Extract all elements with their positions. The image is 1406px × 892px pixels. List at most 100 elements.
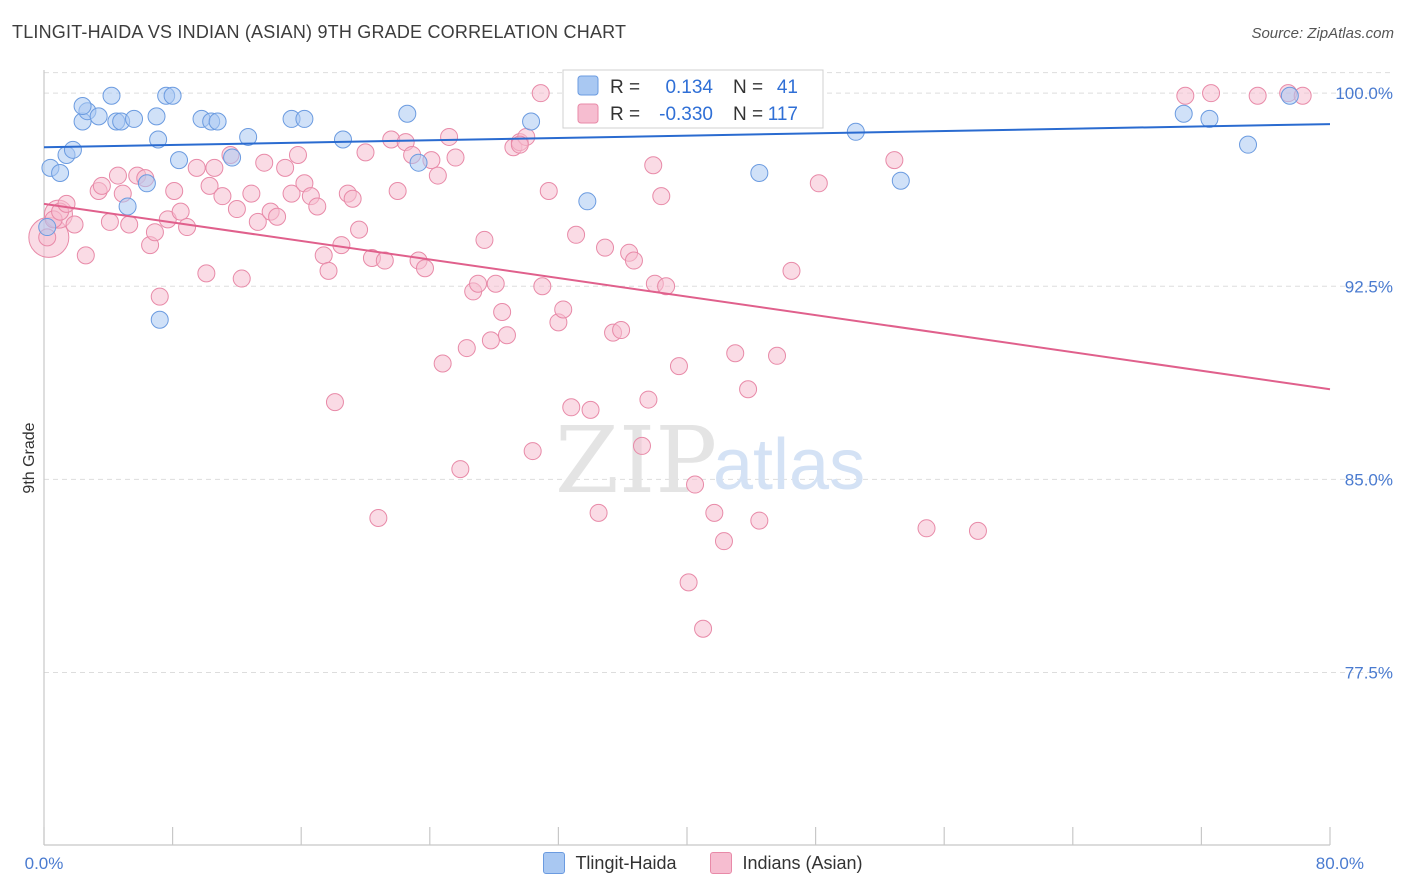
indians-asian-point-79 <box>562 398 581 417</box>
legend-n-value-2: 117 <box>768 104 798 125</box>
indians-asian-point-97 <box>705 503 724 522</box>
y-tick-label-2: 92.5% <box>1345 277 1393 296</box>
legend-box: R = 0.134 N = 41 R = -0.330 N = 117 <box>562 69 824 129</box>
indians-asian-point-40 <box>314 246 333 265</box>
indians-asian-point-52 <box>388 182 407 201</box>
tlingit-haida-point-12 <box>137 174 156 193</box>
trend-line-indians-asian <box>43 202 1331 391</box>
tlingit-haida-point-16 <box>163 86 182 105</box>
series-indians-asian-points <box>28 84 1312 638</box>
tlingit-haida-point-36 <box>1239 135 1258 154</box>
indians-asian-point-18 <box>165 182 184 201</box>
bottom-legend-item-tlingit-haida: Tlingit-Haida <box>543 852 676 874</box>
indians-asian-point-66 <box>475 230 494 249</box>
tlingit-haida-point-35 <box>1200 109 1219 128</box>
x-tick-label-max: 80.0% <box>1316 854 1364 873</box>
watermark-atlas: atlas <box>713 425 865 505</box>
indians-asian-point-36 <box>288 145 307 164</box>
legend-r-label-1: R = <box>610 77 640 98</box>
tlingit-haida-point-13 <box>147 107 166 126</box>
indians-asian-point-96 <box>694 619 713 638</box>
indians-asian-point-111 <box>1248 86 1267 105</box>
chart-source: Source: ZipAtlas.com <box>1251 25 1394 42</box>
indians-asian-point-78 <box>554 300 573 319</box>
x-ticks <box>43 827 1331 845</box>
indians-asian-point-103 <box>885 151 904 170</box>
y-tick-labels: 77.5% 85.0% 92.5% 100.0% <box>1335 84 1393 682</box>
indians-asian-point-35 <box>282 184 301 203</box>
tlingit-haida-point-39 <box>150 310 169 329</box>
indians-asian-point-33 <box>268 207 287 226</box>
indians-asian-point-89 <box>639 390 658 409</box>
indians-asian-point-31 <box>255 153 274 172</box>
indians-asian-point-91 <box>652 187 671 206</box>
indians-asian-point-16 <box>150 287 169 306</box>
indians-asian-point-63 <box>457 339 476 358</box>
tlingit-haida-point-33 <box>891 171 910 190</box>
chart-title: TLINGIT-HAIDA VS INDIAN (ASIAN) 9TH GRAD… <box>12 22 627 42</box>
indians-asian-point-82 <box>589 503 608 522</box>
indians-asian-point-58 <box>428 166 447 185</box>
tlingit-haida-point-34 <box>1174 104 1193 123</box>
indians-asian-point-104 <box>917 519 936 538</box>
indians-asian-point-23 <box>200 176 219 195</box>
watermark: ZIP atlas <box>555 407 865 514</box>
series-tlingit-haida-points <box>38 86 1299 329</box>
bottom-legend-swatch-blue <box>543 852 566 874</box>
legend-n-value-1: 41 <box>777 77 798 98</box>
tlingit-haida-point-27 <box>409 153 428 172</box>
indians-asian-point-56 <box>415 259 434 278</box>
indians-asian-point-83 <box>596 238 615 257</box>
bottom-legend-item-indians-asian: Indians (Asian) <box>710 852 863 874</box>
indians-asian-point-69 <box>493 303 512 322</box>
indians-asian-point-75 <box>533 277 552 296</box>
indians-asian-point-45 <box>343 189 362 208</box>
tlingit-haida-point-2 <box>51 163 70 182</box>
tlingit-haida-point-24 <box>295 109 314 128</box>
legend-swatch-pink <box>577 103 599 124</box>
legend-r-value-2: -0.330 <box>659 104 713 125</box>
tlingit-haida-point-38 <box>118 197 137 216</box>
indians-asian-point-87 <box>624 251 643 270</box>
legend-r-label-2: R = <box>610 104 640 125</box>
indians-asian-point-3 <box>57 194 76 213</box>
legend-n-label-2: N = <box>733 104 763 125</box>
tlingit-haida-point-11 <box>125 109 144 128</box>
indians-asian-point-116 <box>809 174 828 193</box>
tlingit-haida-point-37 <box>1280 86 1299 105</box>
indians-asian-point-46 <box>350 220 369 239</box>
y-axis-label: 9th Grade <box>21 422 38 493</box>
legend-swatch-blue <box>577 75 599 96</box>
indians-asian-point-81 <box>581 400 600 419</box>
indians-asian-point-85 <box>612 321 631 340</box>
indians-asian-point-68 <box>486 274 505 293</box>
indians-asian-point-60 <box>440 127 459 146</box>
indians-asian-point-24 <box>205 158 224 177</box>
legend-background <box>562 69 824 129</box>
tlingit-haida-point-22 <box>239 127 258 146</box>
grid-lines <box>44 72 1392 673</box>
indians-asian-point-22 <box>197 264 216 283</box>
tlingit-haida-point-20 <box>208 112 227 131</box>
indians-asian-point-95 <box>686 475 705 494</box>
legend-n-label-1: N = <box>733 77 763 98</box>
indians-asian-point-28 <box>232 269 251 288</box>
indians-asian-point-115 <box>510 135 529 154</box>
indians-asian-point-34 <box>276 158 295 177</box>
indians-asian-point-21 <box>187 158 206 177</box>
indians-asian-point-65 <box>469 274 488 293</box>
indians-asian-point-101 <box>750 511 769 530</box>
y-tick-label-1: 85.0% <box>1345 470 1393 489</box>
tlingit-haida-point-28 <box>522 112 541 131</box>
indians-asian-point-67 <box>481 331 500 350</box>
bottom-legend: Tlingit-Haida Indians (Asian) <box>0 852 1406 874</box>
y-tick-label-0: 77.5% <box>1345 663 1393 682</box>
x-tick-label-min: 0.0% <box>25 854 64 873</box>
indians-asian-point-9 <box>108 166 127 185</box>
tlingit-haida-point-26 <box>398 104 417 123</box>
indians-asian-point-110 <box>1202 84 1221 103</box>
legend-r-value-1: 0.134 <box>665 77 713 98</box>
watermark-zip: ZIP <box>555 407 717 514</box>
indians-asian-point-5 <box>76 246 95 265</box>
